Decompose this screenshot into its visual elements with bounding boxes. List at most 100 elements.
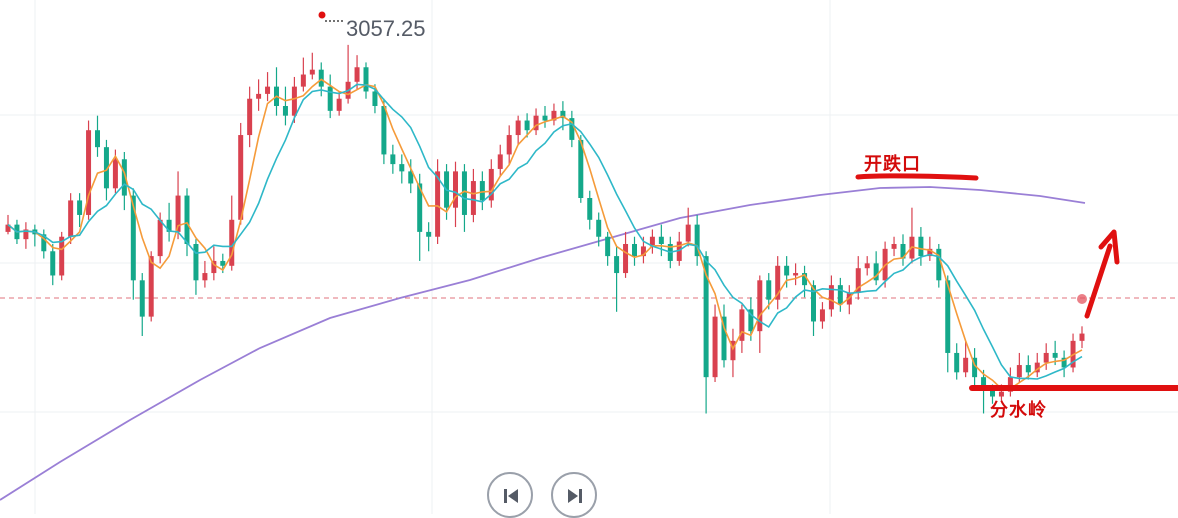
candle-body <box>927 248 933 257</box>
candle-body <box>569 118 575 140</box>
candle-body <box>1079 333 1085 341</box>
candle-body <box>417 183 423 232</box>
candle-body <box>1043 352 1049 363</box>
previous-button[interactable] <box>487 472 533 518</box>
candle-body <box>318 69 324 87</box>
candle-body <box>873 263 879 281</box>
candle-body <box>918 236 924 257</box>
candle-body <box>461 171 467 215</box>
candle-body <box>139 280 145 317</box>
candle-body <box>855 268 861 293</box>
candle-body <box>68 200 74 237</box>
ma-fast-line <box>7 78 1083 390</box>
candle-body <box>408 171 414 184</box>
candle-body <box>1016 365 1022 378</box>
candle-body <box>479 181 485 201</box>
candle-body <box>363 67 369 92</box>
candle-body <box>936 248 942 281</box>
candle-body <box>256 93 262 99</box>
candle-body <box>685 224 691 242</box>
candle-body <box>1061 357 1067 368</box>
last-price-dot <box>1077 294 1087 304</box>
top-annotation-line <box>855 173 979 181</box>
candle-body <box>739 309 745 341</box>
candle-body <box>77 200 83 215</box>
candle-body <box>640 246 646 257</box>
skip-back-icon <box>504 489 518 503</box>
candle-body <box>238 135 244 220</box>
candle-body <box>381 106 387 155</box>
candle-body <box>784 265 790 276</box>
candle-body <box>864 263 870 269</box>
peak-value-label: 3057.25 <box>346 16 426 41</box>
candle-body <box>336 98 342 111</box>
candle-body <box>470 181 476 215</box>
candle-body <box>130 195 136 281</box>
candle-body <box>95 130 100 148</box>
candle-body <box>435 171 441 237</box>
candle-body <box>121 159 127 196</box>
candle-body <box>551 110 557 121</box>
candle-body <box>327 86 333 111</box>
candle-body <box>309 69 315 75</box>
next-button[interactable] <box>551 472 597 518</box>
candle-body <box>103 147 109 189</box>
candle-body <box>50 251 56 276</box>
annotation-bottom-label: 分水岭 <box>990 400 1047 421</box>
candle-body <box>587 198 593 220</box>
candle-body <box>5 224 11 232</box>
candle-body <box>265 86 271 94</box>
candle-body <box>981 377 987 390</box>
candle-body <box>703 256 709 378</box>
candle-body <box>354 67 360 82</box>
skip-forward-icon <box>568 489 582 503</box>
candle-body <box>998 391 1004 397</box>
candle-body <box>220 260 226 266</box>
candle-body <box>1052 352 1058 358</box>
candle-body <box>757 280 763 332</box>
candle-body <box>426 231 432 237</box>
candle-body <box>193 244 199 281</box>
candle-body <box>175 195 181 232</box>
candle-body <box>828 285 834 310</box>
candle-body <box>963 357 969 373</box>
candle-body <box>721 316 727 361</box>
candle-body <box>390 154 396 165</box>
candle-body <box>775 265 781 300</box>
candle-body <box>453 171 458 208</box>
candle-body <box>811 285 816 322</box>
candle-body <box>632 244 637 257</box>
candle-body <box>802 273 808 286</box>
ma-slow-line <box>7 83 1083 380</box>
ma-long-line <box>0 186 1086 501</box>
candle-body <box>891 244 897 249</box>
candle-body <box>497 154 503 169</box>
candle-body <box>837 285 843 305</box>
candle-body <box>560 110 566 119</box>
candle-body <box>972 357 978 378</box>
candle-body <box>766 280 772 300</box>
candle-body <box>649 236 655 247</box>
candle-body <box>1025 365 1031 373</box>
candle-body <box>676 241 682 261</box>
candle-body <box>184 195 190 244</box>
candle-body <box>578 139 584 198</box>
candle-body <box>488 168 494 201</box>
candle-body <box>1034 362 1040 373</box>
annotation-top-label: 开跌口 <box>864 154 921 175</box>
candle-body <box>658 236 664 244</box>
candle-body <box>596 219 602 237</box>
candle-body <box>945 280 951 353</box>
candle-body <box>605 236 611 257</box>
candle-body <box>247 98 253 136</box>
candle-body <box>748 309 754 332</box>
candle-body <box>23 229 29 240</box>
candle-body <box>990 389 995 397</box>
candle-body <box>1007 377 1013 392</box>
candle-body <box>59 236 65 276</box>
candle-body <box>819 309 825 322</box>
candle-body <box>614 256 620 274</box>
candle-body <box>954 352 960 373</box>
